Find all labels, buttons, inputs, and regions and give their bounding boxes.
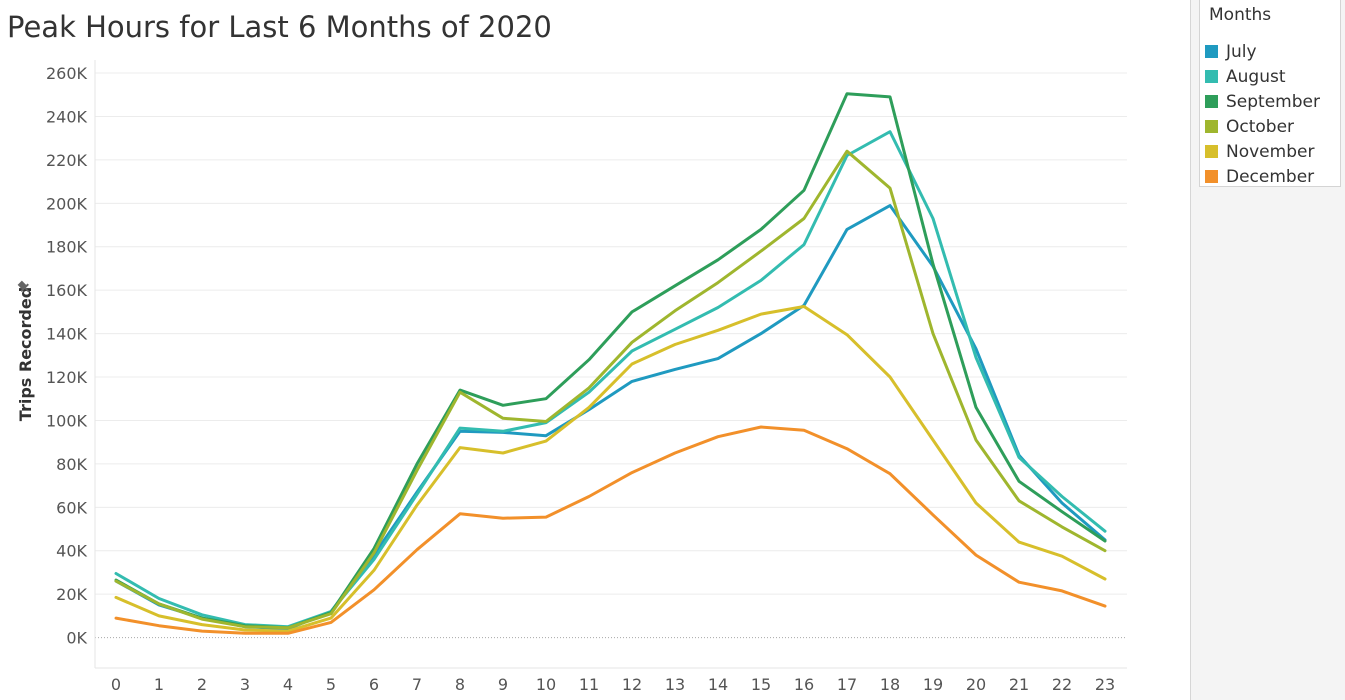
y-tick-label: 120K (46, 368, 88, 387)
y-tick-label: 200K (46, 194, 88, 213)
x-tick-label: 22 (1052, 675, 1072, 694)
y-tick-label: 20K (56, 585, 87, 604)
x-tick-label: 4 (283, 675, 293, 694)
legend-swatch (1205, 95, 1218, 108)
legend-title: Months (1209, 5, 1272, 25)
legend-item-august[interactable]: August (1205, 64, 1339, 89)
x-tick-label: 0 (111, 675, 121, 694)
legend-swatch (1205, 120, 1218, 133)
legend-swatch (1205, 170, 1218, 183)
y-tick-label: 100K (46, 411, 88, 430)
legend-item-december[interactable]: December (1205, 164, 1339, 189)
x-tick-label: 2 (197, 675, 207, 694)
x-tick-label: 1 (154, 675, 164, 694)
legend-item-november[interactable]: November (1205, 139, 1339, 164)
x-tick-label: 19 (923, 675, 943, 694)
legend: Months July August September October Nov… (1199, 0, 1341, 187)
y-tick-label: 180K (46, 238, 88, 257)
x-tick-label: 23 (1095, 675, 1115, 694)
pin-icon[interactable] (16, 279, 32, 295)
y-tick-label: 220K (46, 151, 88, 170)
x-tick-label: 13 (665, 675, 685, 694)
y-tick-label: 40K (56, 542, 87, 561)
legend-swatch (1205, 145, 1218, 158)
x-tick-label: 20 (966, 675, 986, 694)
legend-item-july[interactable]: July (1205, 39, 1339, 64)
y-tick-label: 140K (46, 325, 88, 344)
y-tick-label: 60K (56, 498, 87, 517)
legend-label: November (1226, 141, 1315, 162)
legend-label: July (1226, 41, 1257, 62)
x-tick-label: 12 (622, 675, 642, 694)
legend-list: July August September October November D… (1205, 39, 1339, 189)
y-tick-label: 160K (46, 281, 88, 300)
legend-item-september[interactable]: September (1205, 89, 1339, 114)
x-tick-label: 14 (708, 675, 728, 694)
x-tick-label: 3 (240, 675, 250, 694)
x-tick-label: 5 (326, 675, 336, 694)
line-chart[interactable]: 0K20K40K60K80K100K120K140K160K180K200K22… (0, 0, 1190, 700)
y-tick-label: 80K (56, 455, 87, 474)
x-tick-label: 7 (412, 675, 422, 694)
x-tick-label: 11 (579, 675, 599, 694)
series-line-october[interactable] (114, 149, 1107, 630)
legend-label: December (1226, 166, 1315, 187)
legend-item-october[interactable]: October (1205, 114, 1339, 139)
x-tick-label: 18 (880, 675, 900, 694)
series-line-july[interactable] (114, 204, 1107, 631)
y-tick-label: 0K (66, 629, 87, 648)
y-tick-label: 240K (46, 107, 88, 126)
series-line-november[interactable] (114, 305, 1107, 633)
x-tick-label: 6 (369, 675, 379, 694)
axes: 0K20K40K60K80K100K120K140K160K180K200K22… (46, 60, 1127, 694)
x-tick-label: 10 (536, 675, 556, 694)
x-tick-label: 9 (498, 675, 508, 694)
series-line-august[interactable] (114, 130, 1107, 629)
legend-label: August (1226, 66, 1286, 87)
legend-label: September (1226, 91, 1320, 112)
x-tick-label: 15 (751, 675, 771, 694)
series-line-december[interactable] (114, 425, 1107, 635)
series-lines (114, 92, 1107, 635)
x-tick-label: 8 (455, 675, 465, 694)
legend-swatch (1205, 70, 1218, 83)
y-tick-label: 260K (46, 64, 88, 83)
x-tick-label: 21 (1009, 675, 1029, 694)
series-line-september[interactable] (114, 92, 1107, 630)
x-tick-label: 17 (837, 675, 857, 694)
x-tick-label: 16 (794, 675, 814, 694)
y-axis-label: Trips Recorded (16, 287, 35, 421)
legend-swatch (1205, 45, 1218, 58)
legend-label: October (1226, 116, 1295, 137)
chart-title: Peak Hours for Last 6 Months of 2020 (7, 10, 552, 44)
